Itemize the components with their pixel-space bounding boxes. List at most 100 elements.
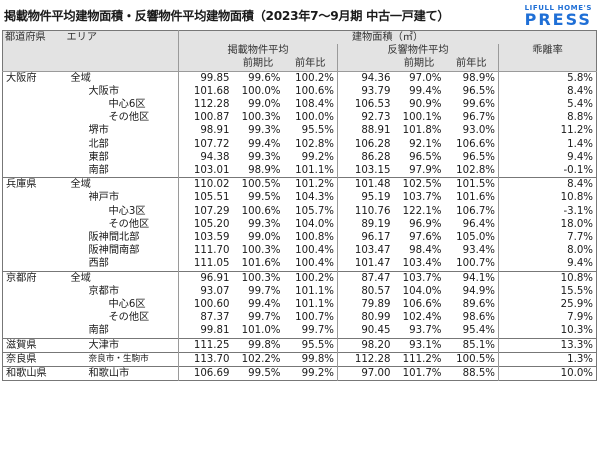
table-row: 大阪府 全域 99.85 99.6% 100.2% 94.36 97.0% 98.9% 5.8%: [2, 71, 597, 85]
header-listed-qoq: 前期比: [232, 57, 284, 72]
table-row: 神戸市 105.51 99.5% 104.3% 95.19 103.7% 101.6% 10.…: [3, 191, 597, 205]
cell-pref: 兵庫県: [6, 179, 37, 191]
cell-inquiry-qoq: 96.9%: [409, 218, 442, 230]
header-gap: 乖離率: [498, 44, 597, 58]
cell-listed-qoq: 99.4%: [248, 299, 281, 311]
cell-listed-avg: 96.91: [178, 271, 233, 285]
cell-inquiry-avg: 94.36: [337, 71, 394, 85]
cell-inquiry-qoq: 99.4%: [409, 85, 442, 97]
cell-listed-avg: 105.51: [178, 191, 233, 205]
cell-inquiry-yoy: 106.6%: [456, 138, 495, 150]
cell-inquiry-yoy: 96.7%: [462, 112, 495, 124]
table-row: 中心6区 112.28 99.0% 108.4% 106.53 90.9% 99.6% 5.4…: [3, 98, 597, 112]
cell-gap: 10.8%: [498, 271, 597, 285]
cell-pref: [3, 257, 65, 271]
table-row: 中心6区 100.60 99.4% 101.1% 79.89 106.6% 89.6% 25.…: [3, 298, 597, 312]
cell-listed-yoy: 108.4%: [295, 99, 334, 111]
cell-area: 中心6区: [108, 99, 146, 111]
cell-inquiry-yoy: 95.4%: [462, 325, 495, 337]
cell-gap: 10.0%: [498, 366, 597, 381]
table-row: 兵庫県 全域 110.02 100.5% 101.2% 101.48 102.5% 101.5…: [2, 177, 597, 192]
cell-listed-avg: 94.38: [178, 150, 233, 165]
header-inquiry-yoy: 前年比: [444, 57, 499, 72]
cell-pref: [3, 218, 65, 231]
cell-pref: 滋賀県: [6, 339, 37, 351]
header-area: エリア: [64, 30, 179, 45]
table-row: 滋賀県 大津市 111.25 99.8% 95.5% 98.20 93.1% 85.1% 13.…: [2, 338, 597, 353]
cell-inquiry-qoq: 97.0%: [409, 72, 442, 84]
cell-area: 堺市: [88, 125, 109, 137]
header-pref: 都道府県: [2, 30, 65, 45]
cell-listed-avg: 103.01: [178, 164, 233, 178]
cell-inquiry-qoq: 93.7%: [409, 325, 442, 337]
cell-listed-avg: 87.37: [178, 311, 233, 325]
cell-listed-avg: 99.81: [178, 324, 233, 339]
cell-inquiry-yoy: 85.1%: [462, 339, 495, 351]
cell-pref: [3, 85, 65, 98]
table-row: 堺市 98.91 99.3% 95.5% 88.91 101.8% 93.0% 11.2%: [3, 124, 597, 138]
cell-gap: 1.3%: [498, 352, 597, 367]
cell-inquiry-avg: 96.17: [337, 231, 394, 245]
cell-listed-avg: 98.91: [178, 124, 233, 138]
cell-listed-avg: 110.02: [178, 177, 233, 192]
cell-listed-yoy: 100.2%: [295, 72, 334, 84]
cell-listed-qoq: 99.4%: [248, 138, 281, 150]
brand-logo-top: LIFULL HOME'S: [524, 4, 592, 12]
table-row: 南部 99.81 101.0% 99.7% 90.45 93.7% 95.4% 10.3%: [3, 324, 597, 339]
cell-listed-qoq: 99.5%: [248, 192, 281, 204]
cell-listed-avg: 100.60: [178, 298, 233, 312]
cell-pref: [3, 151, 65, 164]
cell-gap: 7.7%: [498, 231, 597, 245]
cell-inquiry-yoy: 96.5%: [462, 151, 495, 163]
cell-gap: 7.9%: [498, 311, 597, 325]
cell-inquiry-avg: 92.73: [337, 111, 394, 125]
cell-listed-qoq: 102.2%: [241, 353, 281, 365]
cell-inquiry-yoy: 98.9%: [462, 72, 495, 84]
cell-inquiry-avg: 89.19: [337, 217, 394, 232]
cell-inquiry-yoy: 94.1%: [462, 272, 495, 284]
cell-area: 中心6区: [108, 299, 146, 311]
cell-pref: [3, 138, 65, 151]
cell-pref: [3, 124, 65, 137]
cell-area: 和歌山市: [88, 368, 130, 380]
cell-listed-yoy: 99.2%: [301, 368, 334, 380]
cell-gap: 1.4%: [498, 137, 597, 151]
cell-gap: 8.8%: [498, 111, 597, 125]
cell-inquiry-yoy: 96.4%: [462, 218, 495, 230]
cell-listed-qoq: 99.7%: [248, 312, 281, 324]
cell-inquiry-avg: 101.47: [337, 257, 394, 272]
cell-inquiry-yoy: 106.7%: [456, 205, 495, 217]
cell-pref: [3, 231, 65, 244]
cell-inquiry-yoy: 93.4%: [462, 245, 495, 257]
cell-gap: 15.5%: [498, 284, 597, 299]
cell-inquiry-qoq: 93.1%: [409, 339, 442, 351]
table-row: 東部 94.38 99.3% 99.2% 86.28 96.5% 96.5% 9.4%: [3, 150, 597, 165]
cell-area: 奈良市・生駒市: [88, 353, 149, 364]
cell-area: その他区: [108, 218, 150, 230]
cell-area: 阪神間北部: [88, 232, 140, 244]
table-row: 阪神間南部 111.70 100.3% 100.4% 103.47 98.4% 93.4% 8…: [3, 244, 597, 258]
cell-listed-avg: 93.07: [178, 284, 233, 299]
cell-inquiry-avg: 112.28: [337, 352, 394, 367]
page-title: 掲載物件平均建物面積・反響物件平均建物面積（2023年7〜9月期 中古一戸建て）: [4, 9, 450, 23]
cell-listed-yoy: 101.2%: [295, 179, 334, 191]
cell-listed-yoy: 100.4%: [295, 258, 334, 270]
cell-inquiry-avg: 90.45: [337, 324, 394, 339]
cell-pref: [3, 205, 65, 218]
cell-listed-qoq: 99.8%: [248, 339, 281, 351]
cell-inquiry-qoq: 100.1%: [402, 112, 442, 124]
cell-listed-qoq: 100.5%: [241, 179, 281, 191]
cell-inquiry-qoq: 103.7%: [402, 192, 442, 204]
table-row: 奈良県 奈良市・生駒市 113.70 102.2% 99.8% 112.28 111.2% 1…: [2, 352, 597, 367]
cell-gap: 8.4%: [498, 84, 597, 99]
cell-inquiry-qoq: 98.4%: [409, 245, 442, 257]
cell-listed-qoq: 100.3%: [241, 245, 281, 257]
cell-listed-avg: 101.68: [178, 84, 233, 99]
cell-area: 全域: [70, 72, 91, 84]
cell-listed-yoy: 102.8%: [295, 138, 334, 150]
cell-gap: 11.2%: [498, 124, 597, 138]
cell-inquiry-yoy: 101.6%: [456, 192, 495, 204]
cell-area: 北部: [88, 138, 109, 150]
cell-inquiry-avg: 101.48: [337, 177, 394, 192]
cell-inquiry-yoy: 100.7%: [456, 258, 495, 270]
